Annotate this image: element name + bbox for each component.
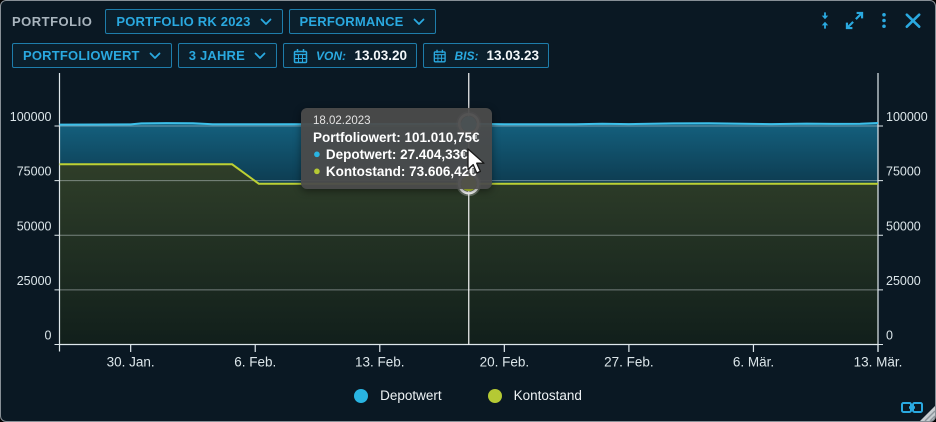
close-icon[interactable] [903, 10, 923, 31]
y-axis-label: 75000 [886, 165, 921, 179]
kontostand-line [59, 163, 878, 185]
chevron-down-icon [149, 52, 161, 59]
x-axis-label: 30. Jan. [107, 355, 155, 370]
x-axis-label: 6. Feb. [234, 355, 276, 370]
date-to-value: 13.03.23 [486, 48, 540, 63]
depotwert-dot-icon [354, 388, 369, 403]
expand-fullscreen-icon[interactable] [844, 10, 865, 31]
y-axis-label: 50000 [886, 219, 921, 233]
y-axis-label: 50000 [17, 219, 52, 233]
calendar-icon [293, 48, 308, 63]
chart-tooltip: 18.02.2023 Portfoliowert: 101.010,75€ ● D… [301, 108, 492, 189]
x-axis-label: 13. Feb. [355, 355, 405, 370]
y-axis-label: 25000 [17, 274, 52, 288]
resize-grip[interactable] [919, 405, 935, 421]
kebab-menu-icon[interactable] [875, 10, 893, 31]
collapse-vertical-icon[interactable] [816, 10, 834, 31]
kontostand-dot-icon [487, 388, 502, 403]
date-from-value: 13.03.20 [354, 48, 408, 63]
tooltip-date: 18.02.2023 [313, 115, 371, 127]
date-from-field[interactable]: VON: 13.03.20 [283, 43, 418, 68]
x-axis-label: 6. Mär. [733, 355, 774, 370]
metric-select-dropdown[interactable]: PORTFOLIOWERT [12, 43, 172, 68]
tooltip-portfoliowert: Portfoliowert: 101.010,75€ [313, 130, 480, 145]
date-from-label: VON: [316, 48, 347, 63]
view-select-label: PERFORMANCE [299, 14, 404, 29]
y-axis-label: 0 [886, 329, 893, 343]
y-axis-label: 100000 [886, 110, 928, 124]
x-axis-label: 27. Feb. [604, 355, 654, 370]
portfolio-select-dropdown[interactable]: PORTFOLIO RK 2023 [105, 9, 283, 34]
chart-toolbar: PORTFOLIOWERT 3 JAHRE VON: 13.03.20 [12, 43, 550, 68]
x-axis-label: 20. Feb. [480, 355, 530, 370]
legend-item-kontostand[interactable]: Kontostand [487, 388, 582, 403]
link-icon[interactable] [900, 400, 924, 415]
kontostand-bullet-icon: ● [313, 163, 321, 178]
portfoliowert-line [59, 122, 879, 126]
date-to-field[interactable]: BIS: 13.03.23 [423, 43, 550, 68]
y-axis-label: 0 [45, 329, 52, 343]
range-select-dropdown[interactable]: 3 JAHRE [177, 43, 278, 68]
y-axis-label: 25000 [886, 274, 921, 288]
legend-label: Kontostand [513, 388, 582, 403]
legend-label: Depotwert [380, 388, 442, 403]
chevron-down-icon [413, 18, 424, 25]
portfolio-select-label: PORTFOLIO RK 2023 [116, 14, 251, 29]
legend-item-depotwert[interactable]: Depotwert [354, 388, 442, 403]
chevron-down-icon [260, 18, 271, 25]
tooltip-kontostand: ● Kontostand: 73.606,42€ [313, 163, 477, 179]
header-bar: PORTFOLIO PORTFOLIO RK 2023 PERFORMANCE [12, 9, 436, 34]
x-axis-label: 13. Mär. [854, 355, 903, 370]
widget-title: PORTFOLIO [12, 14, 93, 29]
chart-legend: Depotwert Kontostand [1, 388, 935, 403]
window-controls [816, 10, 923, 31]
chevron-down-icon [254, 52, 266, 59]
calendar-icon [433, 49, 446, 62]
y-axis-label: 75000 [17, 165, 52, 179]
date-to-label: BIS: [454, 48, 479, 63]
metric-select-label: PORTFOLIOWERT [23, 48, 140, 63]
y-axis-label: 100000 [10, 110, 52, 124]
range-select-label: 3 JAHRE [188, 48, 246, 63]
depotwert-bullet-icon: ● [313, 146, 321, 161]
view-select-dropdown[interactable]: PERFORMANCE [288, 9, 436, 34]
tooltip-depotwert: ● Depotwert: 27.404,33€ [313, 146, 468, 162]
